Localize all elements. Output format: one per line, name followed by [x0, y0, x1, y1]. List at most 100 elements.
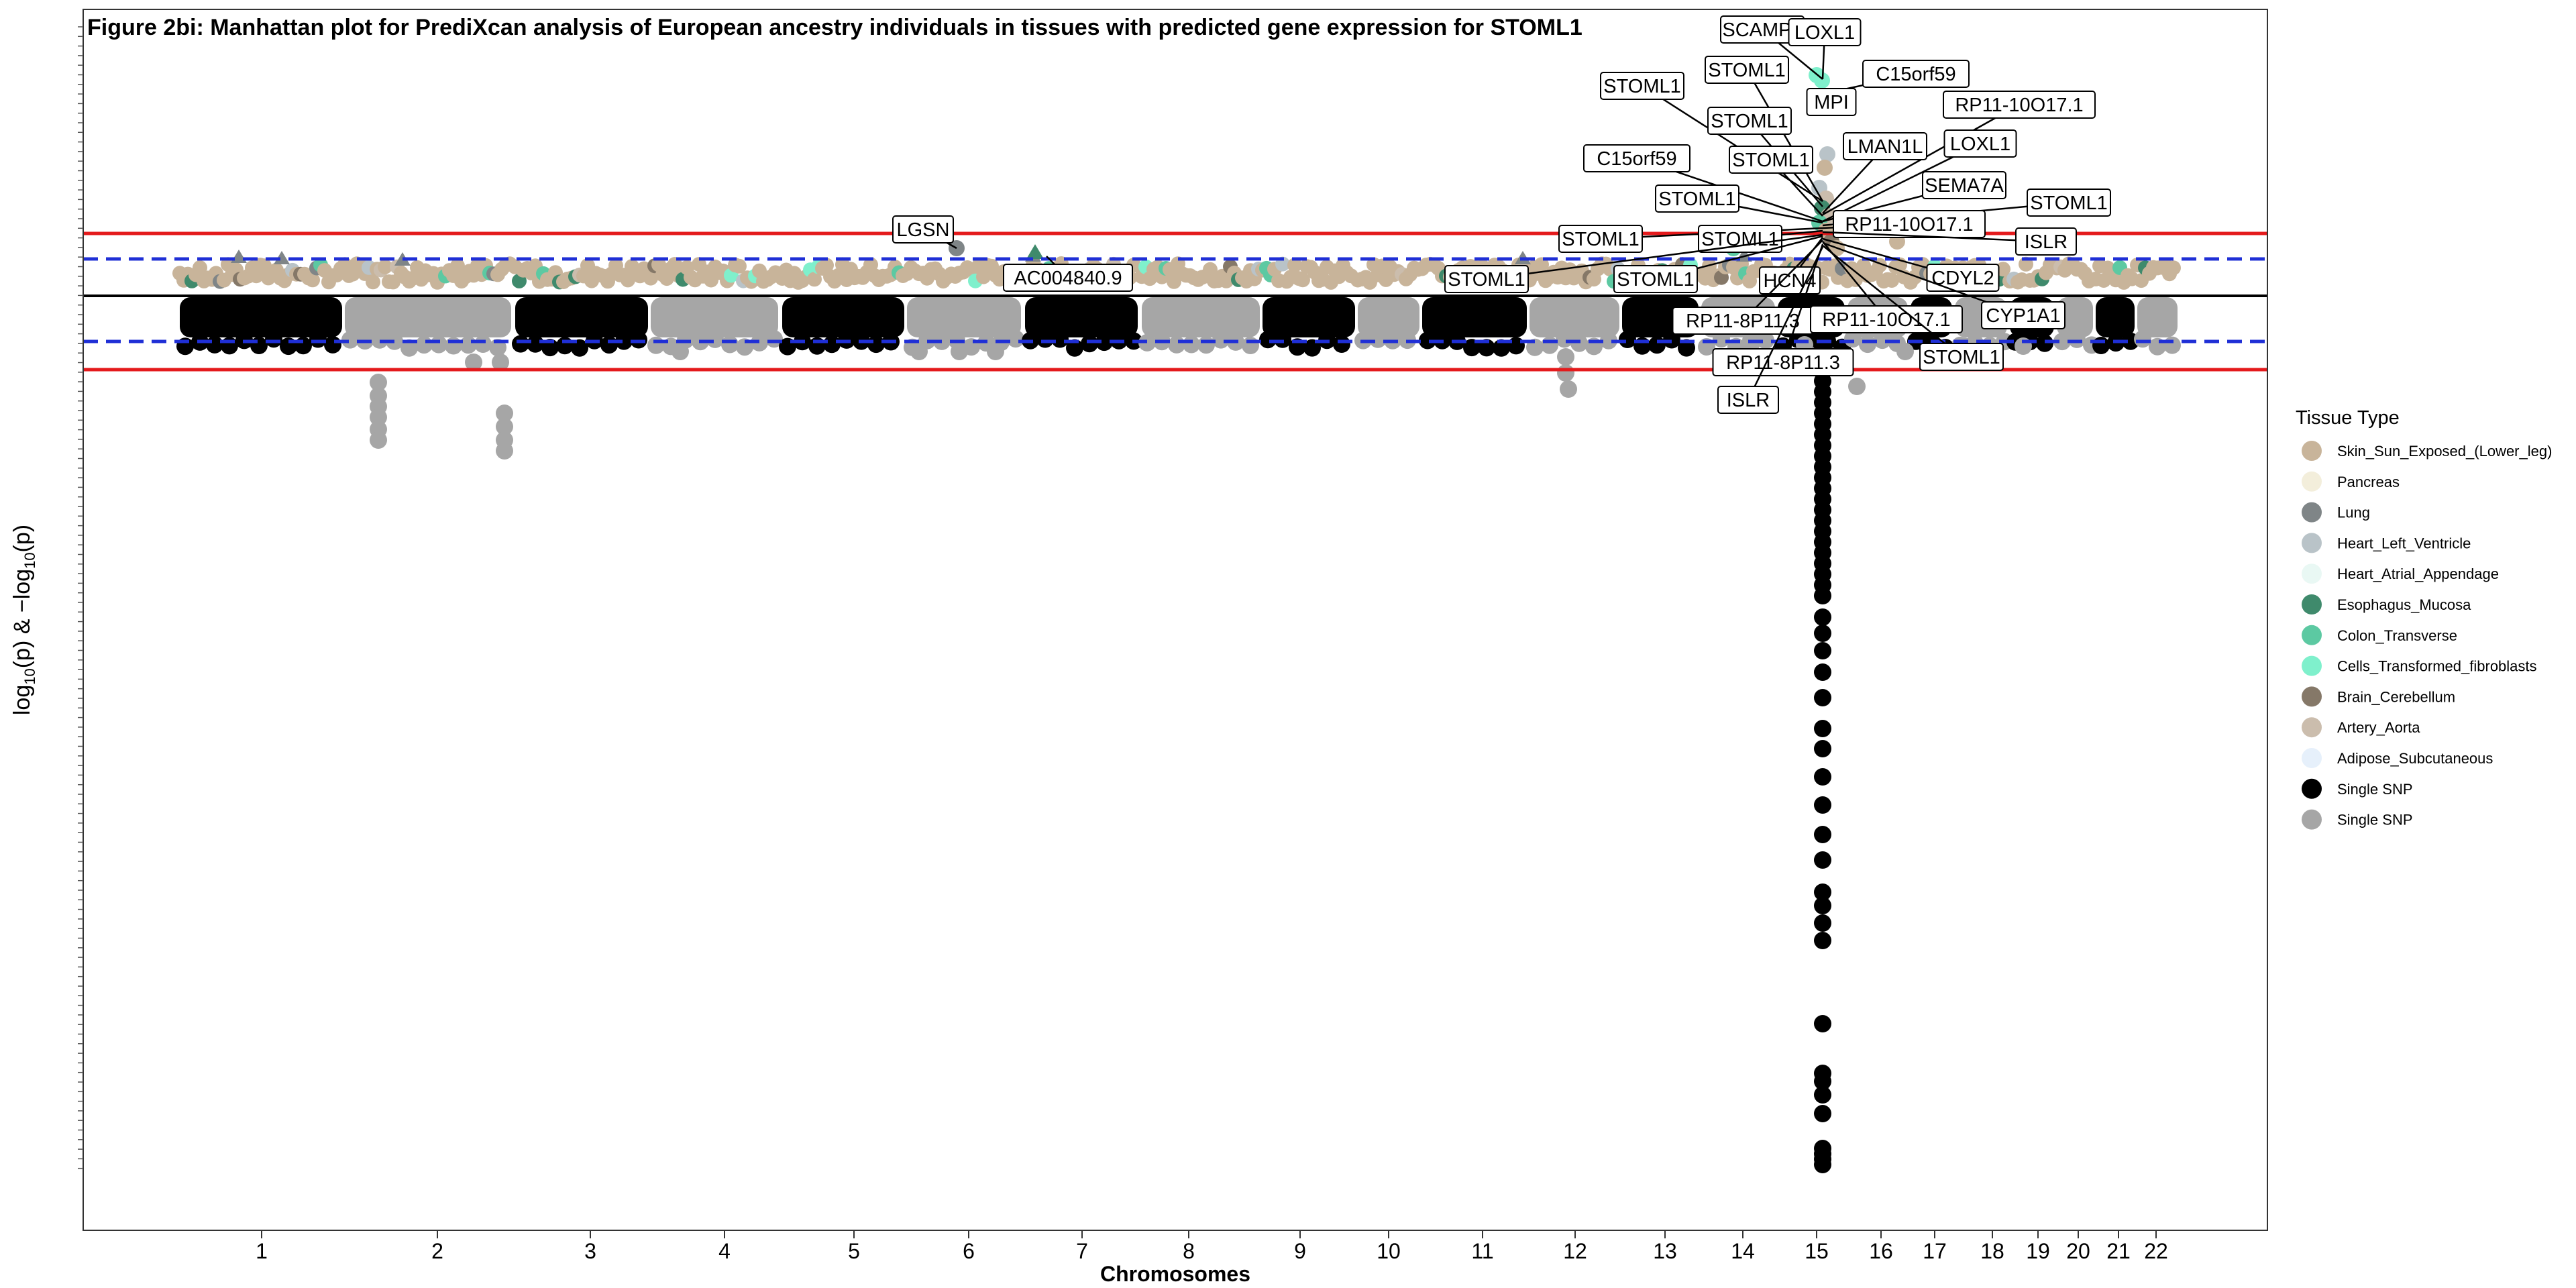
- annotation-box: [1981, 301, 2065, 329]
- x-tick-label: 18: [1980, 1239, 2004, 1263]
- y-axis-label-part-1: log: [9, 685, 35, 715]
- snp-point: [2092, 337, 2110, 354]
- annotation-box: [1705, 56, 1789, 84]
- annotation-box: [1862, 60, 1970, 88]
- gene-label: STOML1: [1711, 111, 1788, 132]
- snp-point: [1081, 335, 1098, 353]
- y-axis-ticks: [78, 26, 83, 1169]
- annotation-leader-line: [1782, 244, 1824, 363]
- snp-band: [651, 297, 778, 337]
- snp-point: [1814, 1105, 1831, 1122]
- tissue-point: [1203, 262, 1218, 277]
- tissue-point: [1884, 273, 1899, 288]
- legend-label: Brain_Cerebellum: [2337, 688, 2455, 705]
- x-tick-label: 16: [1869, 1239, 1893, 1263]
- tissue-point: [366, 274, 380, 290]
- snp-point: [987, 343, 1004, 360]
- annotation-box: [2015, 227, 2077, 256]
- legend-swatch: [2302, 748, 2322, 768]
- annotation-box: [1922, 171, 2006, 199]
- snp-point: [672, 343, 689, 360]
- snp-point: [512, 335, 529, 353]
- snp-point: [1303, 339, 1321, 357]
- snp-point: [1051, 330, 1069, 348]
- legend-label: Adipose_Subcutaneous: [2337, 750, 2493, 767]
- snp-point: [1007, 330, 1024, 348]
- snp-point: [706, 330, 724, 348]
- snp-point: [527, 335, 544, 353]
- legend-label: Esophagus_Mucosa: [2337, 596, 2471, 613]
- tissue-point: [305, 272, 320, 288]
- legend-swatch: [2302, 717, 2322, 738]
- chart-title: Figure 2bi: Manhattan plot for PrediXcan…: [87, 15, 1582, 40]
- gene-label: STOML1: [1658, 189, 1736, 210]
- gene-label: STOML1: [1617, 269, 1695, 290]
- annotation-box: [1003, 264, 1133, 292]
- snp-point: [1814, 625, 1831, 642]
- snp-point: [823, 335, 841, 354]
- annotation-leader-line: [1746, 69, 1824, 202]
- snp-point: [1814, 1015, 1831, 1032]
- tissue-point: [2166, 260, 2181, 276]
- snp-point: [1814, 1073, 1831, 1090]
- tissue-point: [1817, 160, 1833, 176]
- legend-swatch: [2302, 533, 2322, 553]
- snp-point: [1814, 720, 1831, 737]
- gene-label: STOML1: [1701, 229, 1779, 250]
- x-tick-label: 21: [2106, 1239, 2131, 1263]
- gene-label: STOML1: [1603, 76, 1681, 97]
- legend-swatch: [2302, 564, 2322, 584]
- legend-label: Lung: [2337, 504, 2370, 521]
- gene-label: RP11-8P11.3: [1726, 352, 1840, 374]
- snp-point: [474, 335, 492, 353]
- x-tick-label: 3: [584, 1239, 596, 1263]
- snp-point: [1036, 330, 1054, 348]
- snp-point: [556, 337, 574, 355]
- snp-point: [2036, 334, 2053, 352]
- x-tick-label: 12: [1563, 1239, 1587, 1263]
- snp-point: [1814, 768, 1831, 786]
- x-tick-label: 10: [1377, 1239, 1401, 1263]
- gene-label: ISLR: [2025, 231, 2068, 253]
- snp-band: [907, 297, 1021, 337]
- annotation-box: [1717, 386, 1779, 414]
- snp-point: [341, 331, 359, 349]
- snp-point: [1556, 330, 1573, 348]
- gene-label: C15orf59: [1876, 64, 1955, 85]
- snp-point: [1259, 331, 1277, 349]
- panel-border: [83, 9, 2268, 1231]
- snp-point: [1859, 335, 1876, 354]
- legend-label: Pancreas: [2337, 474, 2400, 490]
- annotation-box: [1788, 18, 1862, 46]
- legend-label: Colon_Transverse: [2337, 627, 2457, 644]
- snp-band: [180, 297, 342, 337]
- tissue-point: [450, 258, 465, 274]
- tissue-point: [976, 269, 991, 284]
- legend-label: Heart_Left_Ventricle: [2337, 535, 2471, 551]
- snp-point: [1242, 337, 1259, 354]
- snp-point: [370, 409, 387, 426]
- annotation-box: [1583, 144, 1690, 172]
- tissue-point: [732, 258, 747, 274]
- x-tick-label: 14: [1731, 1239, 1755, 1263]
- tissue-point: [1814, 72, 1830, 89]
- snp-point: [496, 442, 513, 460]
- gene-label: C15orf59: [1597, 148, 1676, 170]
- annotation-box: [1926, 264, 2000, 292]
- snp-point: [721, 335, 739, 354]
- gene-label: STOML1: [1732, 150, 1810, 171]
- x-axis-label: Chromosomes: [1100, 1262, 1250, 1286]
- tissue-point: [1534, 257, 1549, 272]
- gene-label: RP11-10O17.1: [1845, 214, 1973, 235]
- annotation-box: [1919, 343, 2004, 371]
- gene-label: LGSN: [897, 219, 950, 241]
- snp-point: [265, 330, 282, 348]
- tissue-point: [1287, 258, 1302, 273]
- legend-label: Artery_Aorta: [2337, 719, 2420, 736]
- annotation-box: [1843, 132, 1927, 160]
- x-tick-label: 9: [1294, 1239, 1306, 1263]
- snp-point: [370, 374, 387, 391]
- gene-label: STOML1: [2030, 193, 2108, 214]
